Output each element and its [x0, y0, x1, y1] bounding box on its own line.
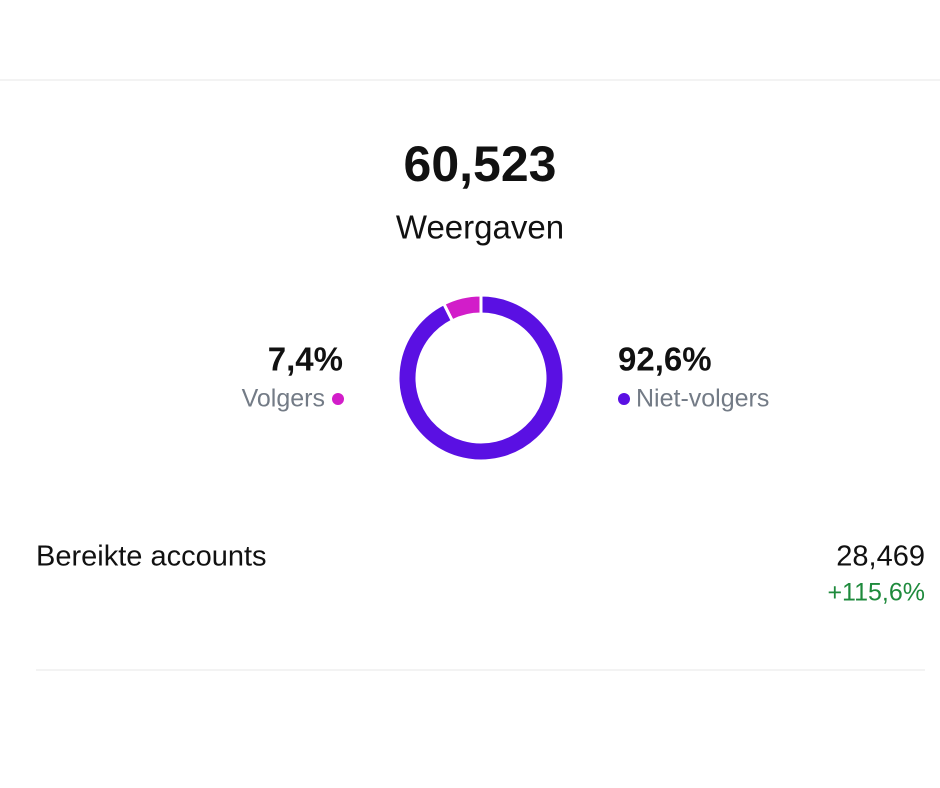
stat-change: +115,6% — [827, 579, 925, 607]
stat-value: 28,469 — [836, 541, 925, 573]
value-label: 7,4% — [268, 341, 343, 378]
stat-label: Bereikte accounts — [36, 541, 267, 573]
legend-dot — [618, 393, 630, 405]
donut-segment — [396, 293, 566, 463]
donut-chart — [396, 293, 566, 463]
total-views: 60,523 — [404, 136, 557, 192]
total-label: Weergaven — [396, 209, 564, 246]
legend-dot — [332, 393, 344, 405]
value-label: 92,6% — [618, 341, 712, 378]
legend-label: Niet-volgers — [636, 385, 769, 413]
legend-label: Volgers — [242, 385, 325, 413]
